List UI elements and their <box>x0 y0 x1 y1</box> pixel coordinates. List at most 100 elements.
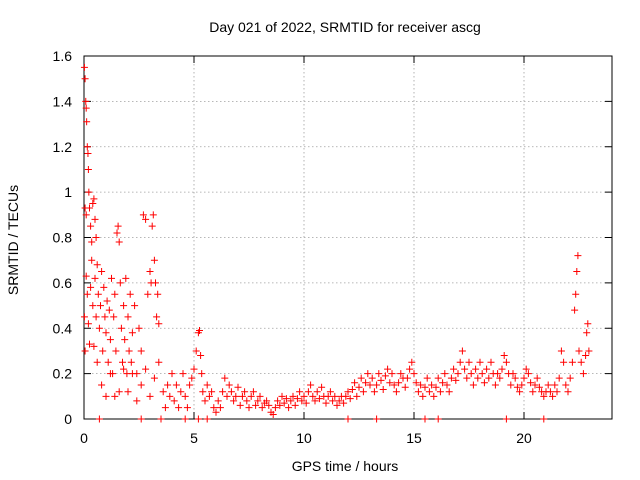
data-point <box>90 195 98 203</box>
data-point <box>108 274 115 282</box>
data-point <box>199 388 207 396</box>
x-tick-label: 15 <box>406 430 422 446</box>
data-point <box>439 379 447 387</box>
data-point <box>467 370 475 378</box>
data-point <box>423 374 431 382</box>
data-point <box>164 381 172 389</box>
data-point <box>500 351 508 359</box>
data-point <box>364 370 372 378</box>
data-point <box>408 358 416 366</box>
data-point <box>197 351 205 359</box>
data-point <box>175 404 183 412</box>
data-point <box>406 365 414 373</box>
data-point <box>83 290 91 298</box>
data-point <box>93 358 101 366</box>
data-point <box>102 329 110 337</box>
y-tick-label: 1 <box>64 184 72 200</box>
y-tick-label: 0 <box>64 411 72 427</box>
grid <box>84 56 612 419</box>
data-point <box>293 395 301 403</box>
data-points <box>80 63 593 423</box>
data-point <box>485 374 493 382</box>
data-point <box>192 347 200 355</box>
data-point <box>555 374 563 382</box>
data-point <box>582 351 590 359</box>
data-point <box>276 401 284 409</box>
data-point <box>105 306 113 314</box>
data-point <box>115 238 123 246</box>
data-point <box>583 329 591 337</box>
data-point <box>148 222 156 230</box>
data-point <box>465 358 473 366</box>
data-point <box>247 392 255 400</box>
data-point <box>445 388 453 396</box>
data-point <box>149 211 157 219</box>
data-point <box>553 388 561 396</box>
data-point <box>342 392 350 400</box>
data-point <box>234 383 242 391</box>
data-point <box>238 392 246 400</box>
data-point <box>472 365 480 373</box>
data-point <box>353 392 361 400</box>
data-point <box>88 256 96 264</box>
data-point <box>487 358 495 366</box>
data-point <box>370 388 378 396</box>
data-point <box>80 313 88 321</box>
data-point <box>324 392 332 400</box>
data-point <box>421 383 429 391</box>
axis-ticks <box>83 55 612 420</box>
data-point <box>159 388 167 396</box>
data-point <box>329 397 337 405</box>
data-point <box>155 320 163 328</box>
data-point <box>577 358 585 366</box>
data-point <box>271 404 279 412</box>
data-point <box>168 370 176 378</box>
data-point <box>344 388 352 396</box>
data-point <box>116 279 124 287</box>
data-point <box>84 165 92 173</box>
data-point <box>375 370 383 378</box>
data-point <box>117 324 125 332</box>
data-point <box>571 306 579 314</box>
data-point <box>366 381 374 389</box>
data-point <box>227 388 235 396</box>
data-point <box>568 358 576 366</box>
data-point <box>113 229 121 237</box>
data-point <box>170 397 178 405</box>
data-point <box>344 415 352 423</box>
data-point <box>436 388 444 396</box>
data-point <box>81 75 89 83</box>
x-tick-label: 20 <box>516 430 532 446</box>
data-point <box>529 388 537 396</box>
data-point <box>410 370 418 378</box>
data-point <box>216 404 224 412</box>
data-point <box>150 256 158 264</box>
data-point <box>92 234 100 241</box>
data-point <box>181 415 189 423</box>
data-point <box>219 388 227 396</box>
data-point <box>351 379 359 387</box>
data-point <box>551 381 559 389</box>
data-point <box>476 358 484 366</box>
data-point <box>474 374 482 382</box>
chart-title: Day 021 of 2022, SRMTID for receiver asc… <box>209 19 481 35</box>
y-axis-label: SRMTID / TECUs <box>5 185 21 295</box>
data-point <box>166 392 174 400</box>
data-point <box>190 365 198 373</box>
data-point <box>309 392 317 400</box>
data-point <box>249 388 257 396</box>
data-point <box>230 397 238 405</box>
data-point <box>384 365 392 373</box>
data-point <box>81 347 89 355</box>
data-point <box>573 268 581 276</box>
data-point <box>95 415 103 423</box>
data-point <box>513 383 521 391</box>
data-point <box>198 370 206 378</box>
data-point <box>483 365 491 373</box>
data-point <box>507 381 515 389</box>
data-point <box>87 283 95 291</box>
data-point <box>101 313 109 321</box>
data-point <box>82 104 90 112</box>
data-point <box>128 370 136 378</box>
data-point <box>287 397 295 405</box>
